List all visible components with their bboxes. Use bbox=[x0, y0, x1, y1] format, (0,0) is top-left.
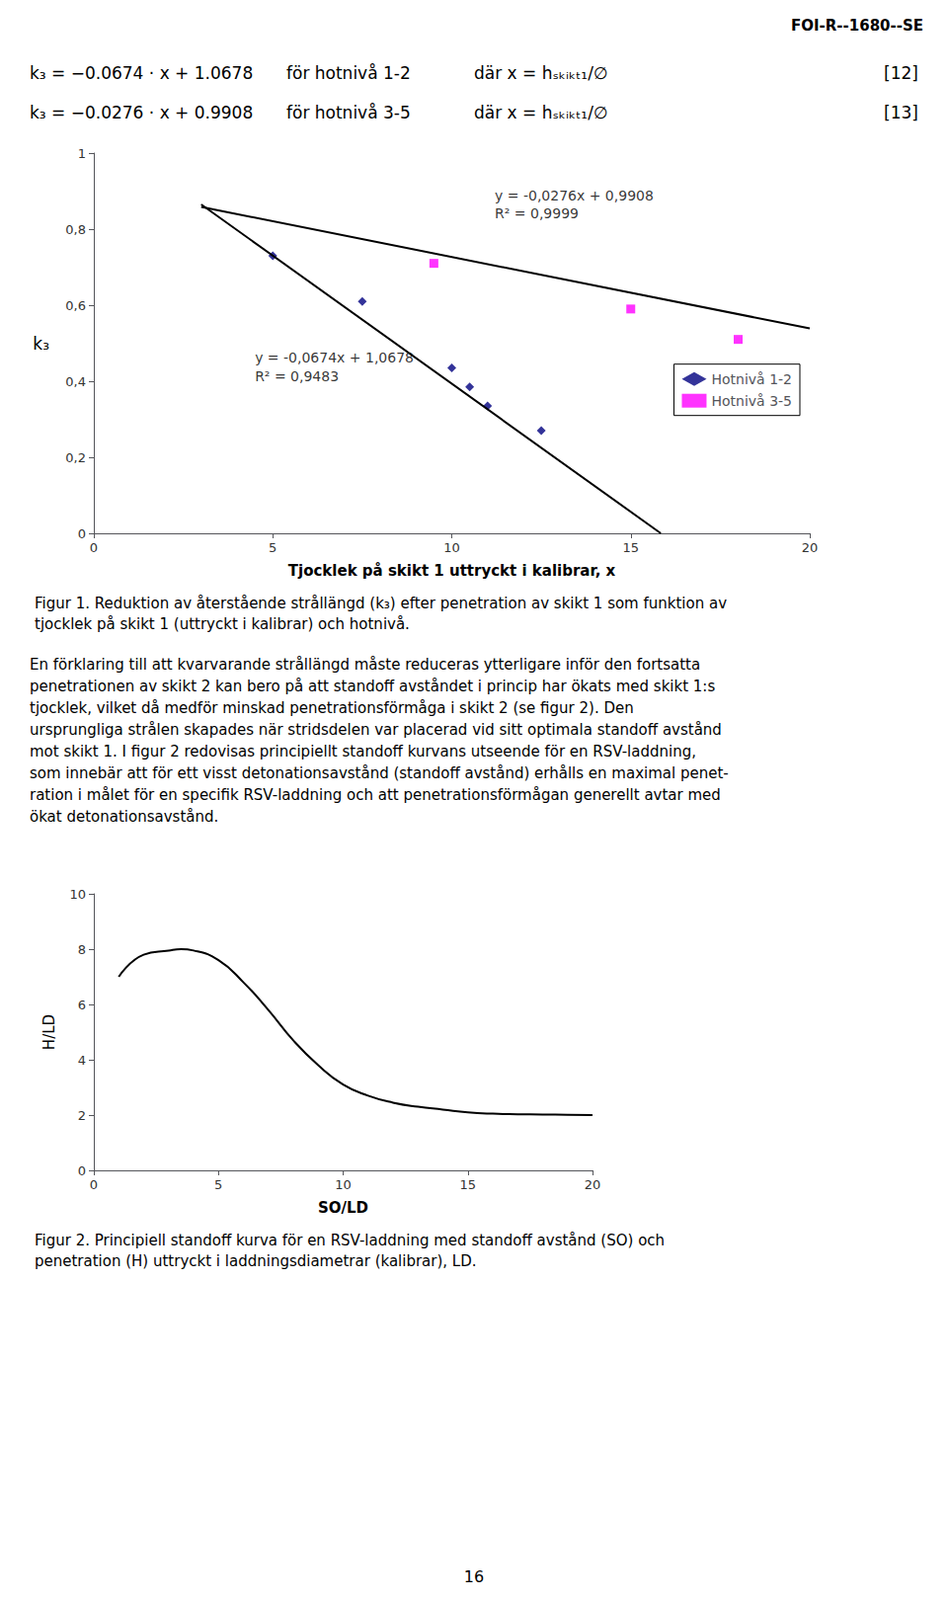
svg-text:y = -0,0674x + 1,0678: y = -0,0674x + 1,0678 bbox=[254, 349, 414, 366]
svg-text:ration i målet för en specifik: ration i målet för en specifik RSV-laddn… bbox=[29, 786, 721, 804]
svg-text:20: 20 bbox=[584, 1177, 602, 1192]
svg-text:0,4: 0,4 bbox=[65, 374, 86, 390]
svg-text:SO/LD: SO/LD bbox=[317, 1198, 369, 1217]
svg-text:penetrationen av skikt 2 kan b: penetrationen av skikt 2 kan bero på att… bbox=[29, 677, 715, 696]
svg-text:10: 10 bbox=[334, 1177, 352, 1192]
svg-text:där x = hₛₖᵢₖₜ₁/∅: där x = hₛₖᵢₖₜ₁/∅ bbox=[474, 102, 609, 123]
svg-text:10: 10 bbox=[69, 886, 86, 902]
svg-text:k₃: k₃ bbox=[32, 333, 50, 354]
svg-text:FOI-R--1680--SE: FOI-R--1680--SE bbox=[790, 16, 924, 35]
svg-text:för hotnivå 3-5: för hotnivå 3-5 bbox=[286, 102, 411, 123]
svg-text:ökat detonationsavstånd.: ökat detonationsavstånd. bbox=[29, 807, 219, 826]
svg-text:2: 2 bbox=[78, 1107, 86, 1123]
svg-text:10: 10 bbox=[443, 540, 461, 555]
svg-text:0: 0 bbox=[89, 540, 98, 555]
svg-text:6: 6 bbox=[78, 997, 86, 1013]
svg-text:för hotnivå 1-2: för hotnivå 1-2 bbox=[286, 63, 411, 83]
svg-text:tjocklek på skikt 1 (uttryckt: tjocklek på skikt 1 (uttryckt i kalibrar… bbox=[34, 615, 410, 633]
svg-text:0,8: 0,8 bbox=[65, 222, 86, 237]
svg-text:H/LD: H/LD bbox=[40, 1014, 59, 1050]
svg-text:8: 8 bbox=[78, 942, 86, 957]
svg-text:mot skikt 1. I figur 2 redovis: mot skikt 1. I figur 2 redovisas princip… bbox=[29, 742, 697, 761]
svg-text:0: 0 bbox=[89, 1177, 98, 1192]
svg-text:Hotnivå 1-2: Hotnivå 1-2 bbox=[711, 371, 792, 388]
svg-text:penetration (H) uttryckt i lad: penetration (H) uttryckt i laddningsdiam… bbox=[34, 1252, 477, 1270]
svg-text:1: 1 bbox=[78, 146, 86, 161]
svg-text:0,2: 0,2 bbox=[65, 450, 86, 466]
svg-text:15: 15 bbox=[622, 540, 639, 555]
svg-text:0: 0 bbox=[78, 526, 86, 542]
svg-text:R² = 0,9999: R² = 0,9999 bbox=[494, 205, 579, 222]
svg-text:En förklaring till att kvarvar: En förklaring till att kvarvarande strål… bbox=[29, 655, 701, 674]
svg-text:tjocklek, vilket då medför min: tjocklek, vilket då medför minskad penet… bbox=[29, 699, 634, 717]
svg-text:där x = hₛₖᵢₖₜ₁/∅: där x = hₛₖᵢₖₜ₁/∅ bbox=[474, 63, 609, 83]
svg-text:0,6: 0,6 bbox=[65, 298, 86, 314]
svg-text:4: 4 bbox=[78, 1052, 86, 1068]
svg-text:5: 5 bbox=[268, 540, 277, 555]
svg-text:[13]: [13] bbox=[883, 102, 919, 123]
svg-text:som innebär att för ett visst: som innebär att för ett visst detonation… bbox=[29, 764, 729, 783]
svg-text:k₃ = −0.0674 · x + 1.0678: k₃ = −0.0674 · x + 1.0678 bbox=[29, 63, 253, 83]
svg-text:Hotnivå 3-5: Hotnivå 3-5 bbox=[711, 393, 792, 409]
svg-text:ursprungliga strålen skapades: ursprungliga strålen skapades när strids… bbox=[29, 720, 722, 739]
svg-text:Figur 2. Principiell standoff: Figur 2. Principiell standoff kurva för … bbox=[34, 1231, 665, 1250]
svg-text:Tjocklek på skikt 1 uttryckt i: Tjocklek på skikt 1 uttryckt i kalibrar,… bbox=[288, 561, 617, 580]
svg-text:k₃ = −0.0276 · x + 0.9908: k₃ = −0.0276 · x + 0.9908 bbox=[29, 102, 253, 123]
svg-text:5: 5 bbox=[214, 1177, 223, 1192]
svg-text:0: 0 bbox=[78, 1163, 86, 1179]
svg-text:y = -0,0276x + 0,9908: y = -0,0276x + 0,9908 bbox=[494, 187, 654, 204]
svg-text:15: 15 bbox=[459, 1177, 476, 1192]
svg-text:R² = 0,9483: R² = 0,9483 bbox=[254, 368, 339, 385]
svg-text:16: 16 bbox=[464, 1567, 484, 1586]
svg-text:20: 20 bbox=[801, 540, 819, 555]
svg-text:Figur 1. Reduktion av återståe: Figur 1. Reduktion av återstående stråll… bbox=[34, 594, 727, 613]
svg-text:[12]: [12] bbox=[883, 63, 919, 83]
